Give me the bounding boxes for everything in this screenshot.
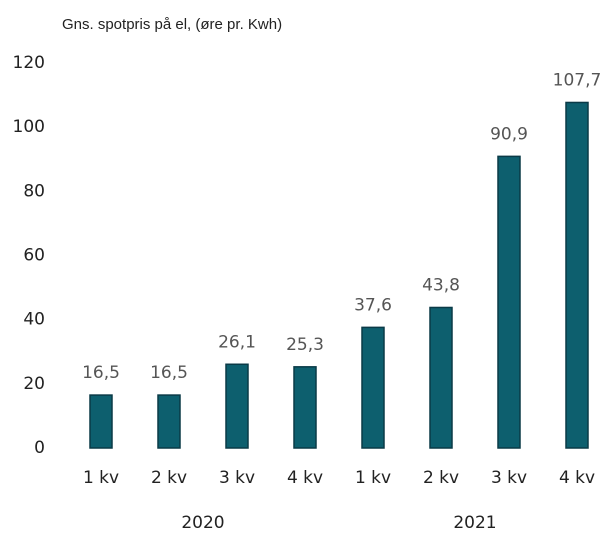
y-tick-label: 20 <box>23 374 45 394</box>
x-tick-label: 4 kv <box>559 468 595 488</box>
value-label: 16,5 <box>150 363 188 383</box>
value-label: 43,8 <box>422 275 460 295</box>
y-tick-label: 60 <box>23 246 45 266</box>
group-label: 2020 <box>181 513 224 533</box>
x-tick-label: 1 kv <box>355 468 391 488</box>
y-tick-label: 80 <box>23 181 45 201</box>
x-tick-label: 3 kv <box>491 468 527 488</box>
bar <box>293 366 317 449</box>
y-tick-label: 0 <box>34 438 45 458</box>
x-tick-label: 2 kv <box>151 468 187 488</box>
x-tick-label: 2 kv <box>423 468 459 488</box>
chart-title: Gns. spotpris på el, (øre pr. Kwh) <box>62 16 282 33</box>
bar <box>157 394 181 449</box>
bar <box>497 155 521 449</box>
x-tick-label: 3 kv <box>219 468 255 488</box>
value-label: 90,9 <box>490 124 528 144</box>
value-label: 25,3 <box>286 335 324 355</box>
y-tick-label: 100 <box>13 117 45 137</box>
bar <box>361 326 385 449</box>
value-label: 107,7 <box>553 70 602 90</box>
x-tick-label: 4 kv <box>287 468 323 488</box>
value-label: 16,5 <box>82 363 120 383</box>
y-tick-label: 120 <box>13 53 45 73</box>
bar <box>225 363 249 449</box>
bar <box>565 101 589 449</box>
value-label: 37,6 <box>354 295 392 315</box>
x-tick-label: 1 kv <box>83 468 119 488</box>
value-label: 26,1 <box>218 332 256 352</box>
bar <box>429 306 453 449</box>
y-tick-label: 40 <box>23 310 45 330</box>
bar <box>89 394 113 449</box>
group-label: 2021 <box>453 513 496 533</box>
